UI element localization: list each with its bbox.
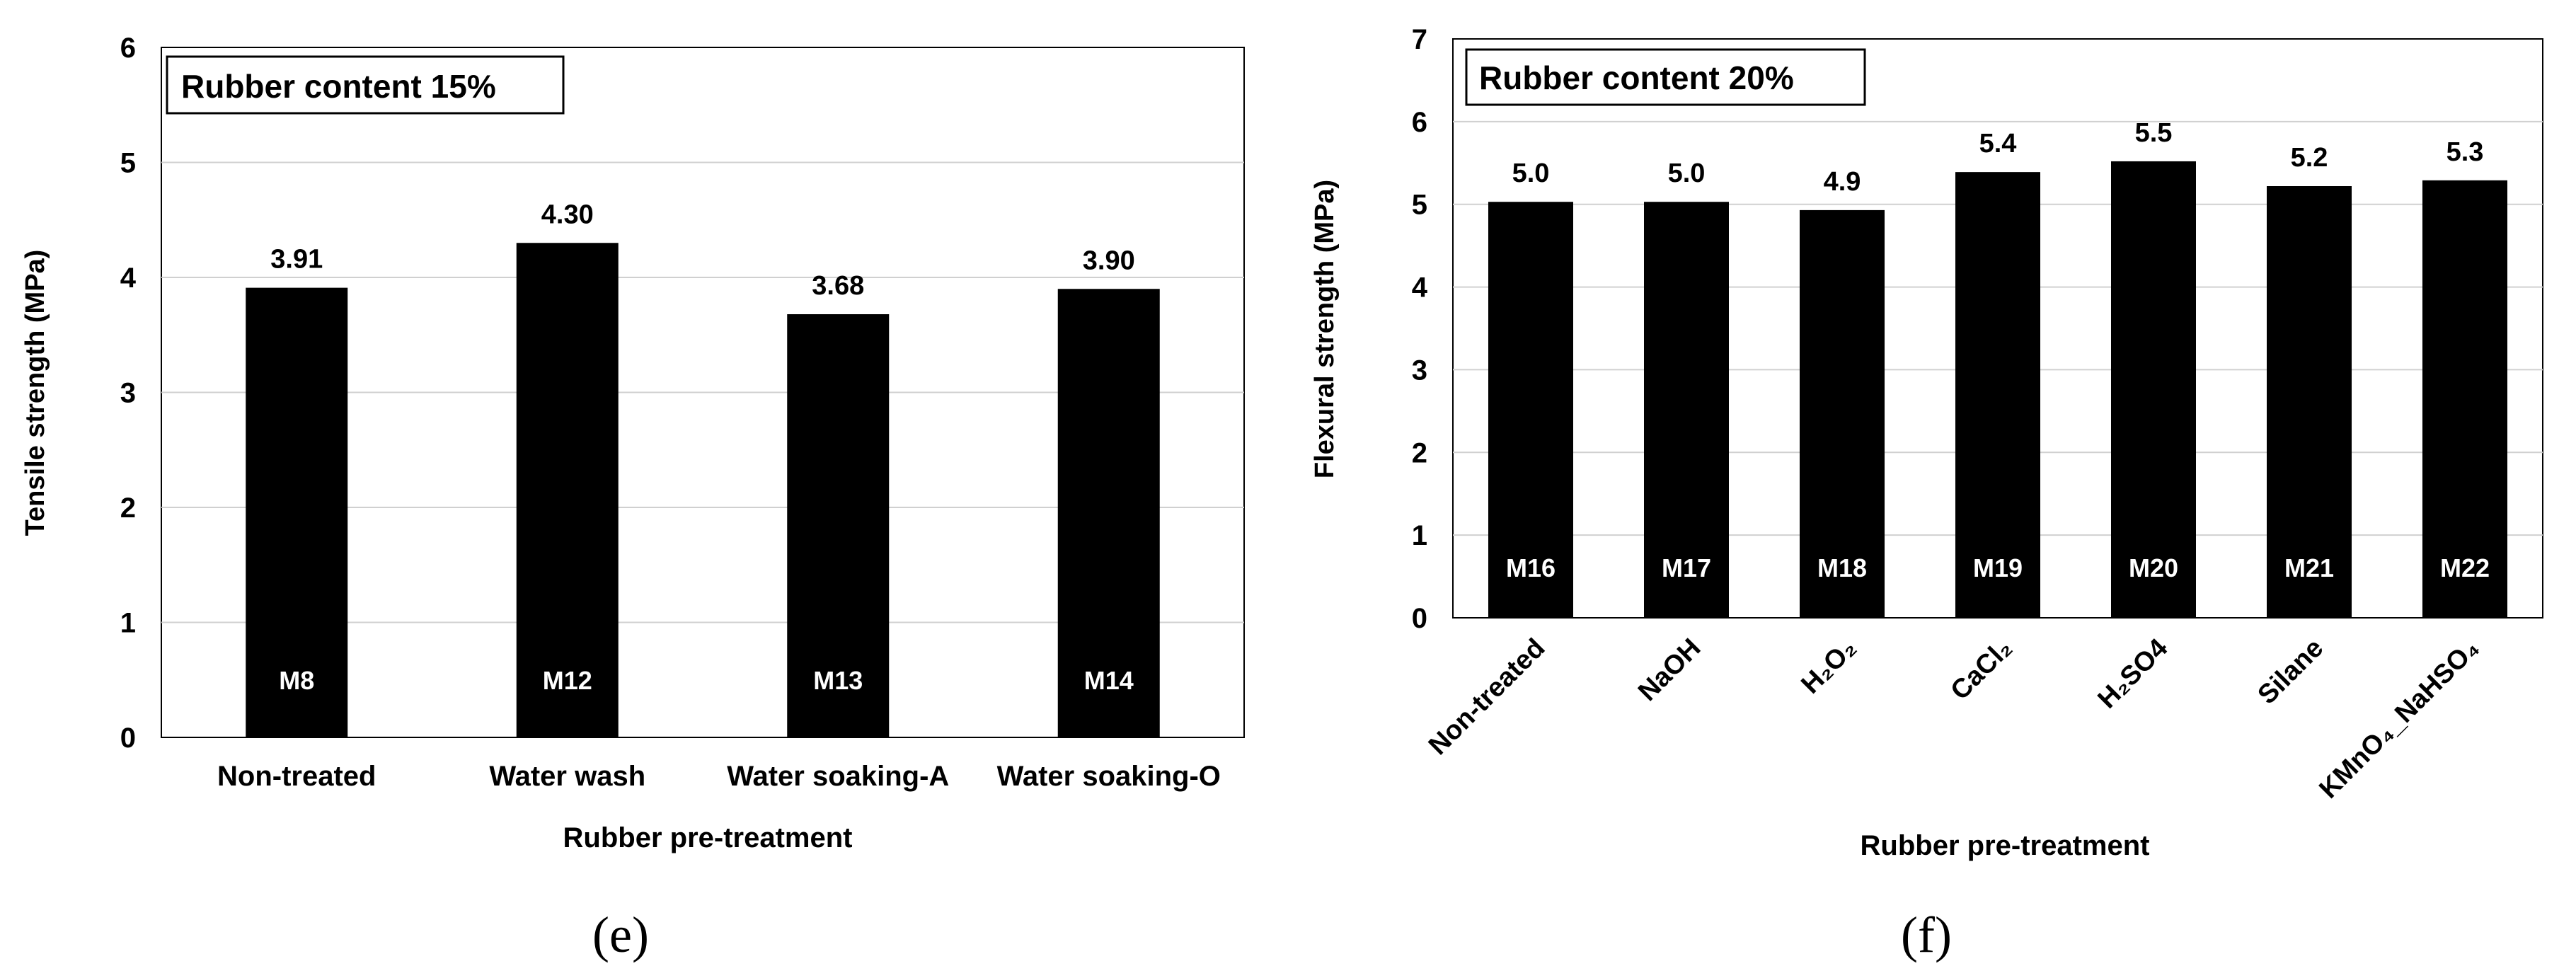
chart-f-bar <box>1488 202 1573 618</box>
chart-e-title-box: Rubber content 15% <box>166 55 565 115</box>
chart-f-x-tick-label: H₂O₂ <box>1795 633 1862 700</box>
chart-e-title: Rubber content 15% <box>181 68 496 105</box>
chart-f-y-tick-label: 5 <box>1412 190 1427 221</box>
chart-f-y-axis-label: Flexural strength (MPa) <box>1310 180 1340 478</box>
chart-f-data-label: 5.0 <box>1512 159 1550 188</box>
chart-f-y-tick-label: 6 <box>1412 107 1427 138</box>
chart-e-x-tick-label: Water wash <box>489 761 645 792</box>
chart-f-bar-id-label: M17 <box>1662 553 1711 582</box>
chart-e-bar <box>1057 289 1160 737</box>
chart-f-title-box: Rubber content 20% <box>1465 48 1866 106</box>
chart-f-x-tick-label: KMnO₄_NaHSO₄ <box>2313 633 2485 805</box>
chart-f: 5.0 M16 5.0 M17 4.9 M18 5.4 M19 5.5 M20 5.2 M21 5.3 M… <box>1310 24 2543 963</box>
chart-e-x-axis-label: Rubber pre-treatment <box>563 822 853 853</box>
chart-f-y-tick-label: 2 <box>1412 437 1427 468</box>
chart-f-panel-label: (f) <box>1901 907 1952 963</box>
chart-e-bar <box>787 314 890 737</box>
chart-f-y-tick-label: 7 <box>1412 24 1427 55</box>
chart-e-y-tick-labels: 0 1 2 3 4 5 6 <box>120 33 137 754</box>
chart-e-panel-label: (e) <box>592 907 649 963</box>
chart-f-data-label: 5.3 <box>2446 137 2484 167</box>
chart-e-data-label: 4.30 <box>541 200 594 229</box>
chart-f-bar <box>1955 172 2040 618</box>
chart-e-bar-id-label: M8 <box>279 666 314 695</box>
chart-f-x-tick-label: H₂SO4 <box>2093 633 2174 715</box>
chart-e-x-tick-labels: Non-treated Water wash Water soaking-A Wate… <box>217 761 1221 792</box>
chart-e-y-tick-label: 1 <box>120 608 136 639</box>
chart-f-x-tick-label: Non-treated <box>1423 633 1551 761</box>
chart-e-bar-id-label: M13 <box>813 666 863 695</box>
chart-f-bar-id-label: M21 <box>2284 553 2334 582</box>
chart-f-x-tick-label: Silane <box>2253 633 2330 711</box>
chart-e-x-tick-label: Water soaking-A <box>727 761 949 792</box>
chart-e-y-tick-label: 6 <box>120 33 136 64</box>
chart-f-data-label: 4.9 <box>1824 167 1861 197</box>
chart-f-bar <box>1800 209 1885 618</box>
chart-f-x-tick-label: CaCl₂ <box>1945 633 2018 706</box>
chart-e-bar-id-label: M12 <box>543 666 592 695</box>
chart-f-bar <box>2267 186 2352 618</box>
chart-f-data-label: 5.5 <box>2135 118 2173 148</box>
chart-f-y-tick-label: 4 <box>1412 272 1428 304</box>
chart-e-y-tick-label: 5 <box>120 148 136 179</box>
chart-e-y-tick-label: 0 <box>120 723 136 754</box>
chart-f-y-tick-label: 1 <box>1412 520 1427 551</box>
chart-f-bar-id-label: M18 <box>1817 553 1867 582</box>
chart-f-bar-id-label: M16 <box>1506 553 1556 582</box>
chart-f-data-label: 5.2 <box>2291 143 2328 173</box>
chart-f-y-tick-label: 0 <box>1412 603 1427 634</box>
chart-f-data-label: 5.0 <box>1668 159 1706 188</box>
chart-f-x-tick-label: NaOH <box>1633 633 1706 707</box>
chart-f-bar-id-label: M22 <box>2440 553 2490 582</box>
chart-e-data-label: 3.68 <box>812 271 864 301</box>
chart-f-bar <box>1644 202 1729 618</box>
chart-e-data-label: 3.91 <box>270 245 323 275</box>
chart-e-bar <box>246 287 348 737</box>
chart-e-bar <box>516 243 619 737</box>
chart-f-bar <box>2422 180 2507 619</box>
chart-f-bar-id-label: M20 <box>2129 553 2178 582</box>
chart-f-data-label: 5.4 <box>1979 129 2017 159</box>
chart-f-x-axis-label: Rubber pre-treatment <box>1861 830 2150 861</box>
chart-f-bars: 5.0 M16 5.0 M17 4.9 M18 5.4 M19 5.5 M20 5.2 M21 5.3 M… <box>1488 118 2507 619</box>
chart-e: 3.91 M8 4.30 M12 3.68 M13 3.90 M14 0 1 2 3 4 5 6 Non-… <box>21 33 1245 963</box>
chart-f-bar-id-label: M19 <box>1973 553 2023 582</box>
chart-e-data-label: 3.90 <box>1083 246 1135 275</box>
chart-f-x-tick-labels: Non-treated NaOH H₂O₂ CaCl₂ H₂SO4 SilaneKMnO₄… <box>1423 633 2485 805</box>
chart-e-y-tick-label: 2 <box>120 493 136 524</box>
chart-e-bars: 3.91 M8 4.30 M12 3.68 M13 3.90 M14 <box>246 200 1160 737</box>
chart-e-y-tick-label: 4 <box>120 263 137 294</box>
chart-e-x-tick-label: Non-treated <box>217 761 376 792</box>
chart-e-y-axis-label: Tensile strength (MPa) <box>21 250 50 536</box>
chart-f-title: Rubber content 20% <box>1479 59 1794 96</box>
chart-f-bar <box>2111 161 2196 618</box>
chart-e-y-tick-label: 3 <box>120 378 136 409</box>
chart-f-y-tick-labels: 0 1 2 3 4 5 6 7 <box>1412 24 1428 634</box>
chart-e-bar-id-label: M14 <box>1084 666 1134 695</box>
chart-f-y-tick-label: 3 <box>1412 355 1427 386</box>
chart-e-x-tick-label: Water soaking-O <box>997 761 1221 792</box>
